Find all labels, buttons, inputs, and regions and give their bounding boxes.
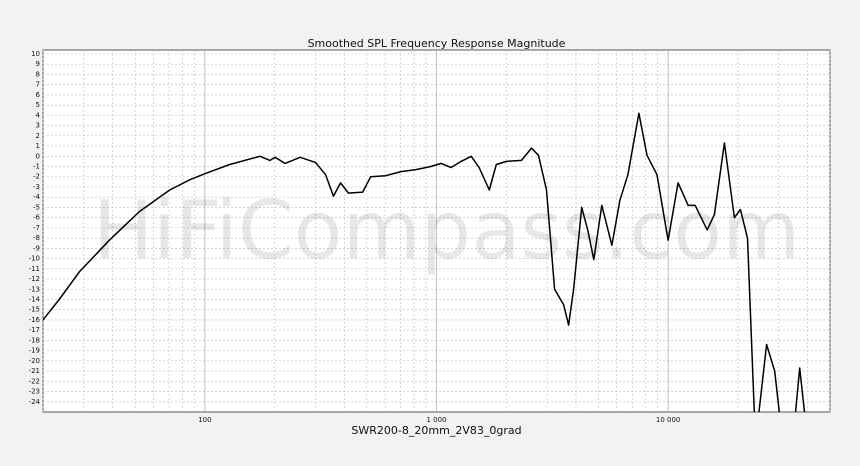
y-tick-label: 1 [36, 142, 40, 150]
y-tick-label: -23 [29, 388, 40, 396]
y-tick-label: 6 [36, 91, 41, 99]
y-tick-label: -20 [29, 357, 40, 365]
y-tick-label: 2 [36, 132, 40, 140]
y-tick-label: -6 [33, 214, 41, 222]
y-tick-label: -15 [29, 306, 40, 314]
y-tick-label: 5 [36, 101, 40, 109]
line-series [43, 112, 806, 412]
y-tick-label: -3 [33, 183, 40, 191]
y-tick-label: -10 [29, 255, 40, 263]
y-tick-label: -7 [33, 224, 40, 232]
y-tick-label: -1 [33, 163, 40, 171]
y-tick-label: -21 [29, 367, 40, 375]
y-tick-label: -2 [33, 173, 40, 181]
y-tick-label: -16 [29, 316, 41, 324]
x-tick-label: 10 000 [656, 416, 681, 424]
y-tick-label: -8 [33, 234, 40, 242]
y-tick-label: -14 [29, 295, 41, 303]
y-tick-label: -13 [29, 285, 40, 293]
y-tick-label: 9 [36, 60, 40, 68]
y-tick-label: -22 [29, 377, 40, 385]
x-axis-label: SWR200-8_20mm_2V83_0grad [351, 424, 521, 437]
y-tick-label: 4 [36, 111, 41, 119]
y-tick-label: 10 [31, 50, 40, 58]
x-tick-label: 1 000 [426, 416, 446, 424]
y-tick-label: -11 [29, 265, 40, 273]
y-tick-label: -4 [33, 193, 41, 201]
x-tick-label: 100 [198, 416, 211, 424]
chart-title: Smoothed SPL Frequency Response Magnitud… [308, 37, 566, 50]
y-tick-label: -9 [33, 244, 40, 252]
y-tick-label: 7 [36, 81, 40, 89]
y-tick-label: -17 [29, 326, 40, 334]
y-tick-label: -18 [29, 336, 40, 344]
y-tick-label: 3 [36, 122, 40, 130]
watermark: HiFiCompass.com [93, 184, 800, 277]
y-tick-label: -12 [29, 275, 40, 283]
y-tick-label: -19 [29, 347, 40, 355]
y-tick-label: 8 [36, 70, 40, 78]
y-tick-label: -24 [29, 398, 41, 406]
y-tick-label: -5 [33, 203, 40, 211]
y-tick-label: 0 [36, 152, 40, 160]
